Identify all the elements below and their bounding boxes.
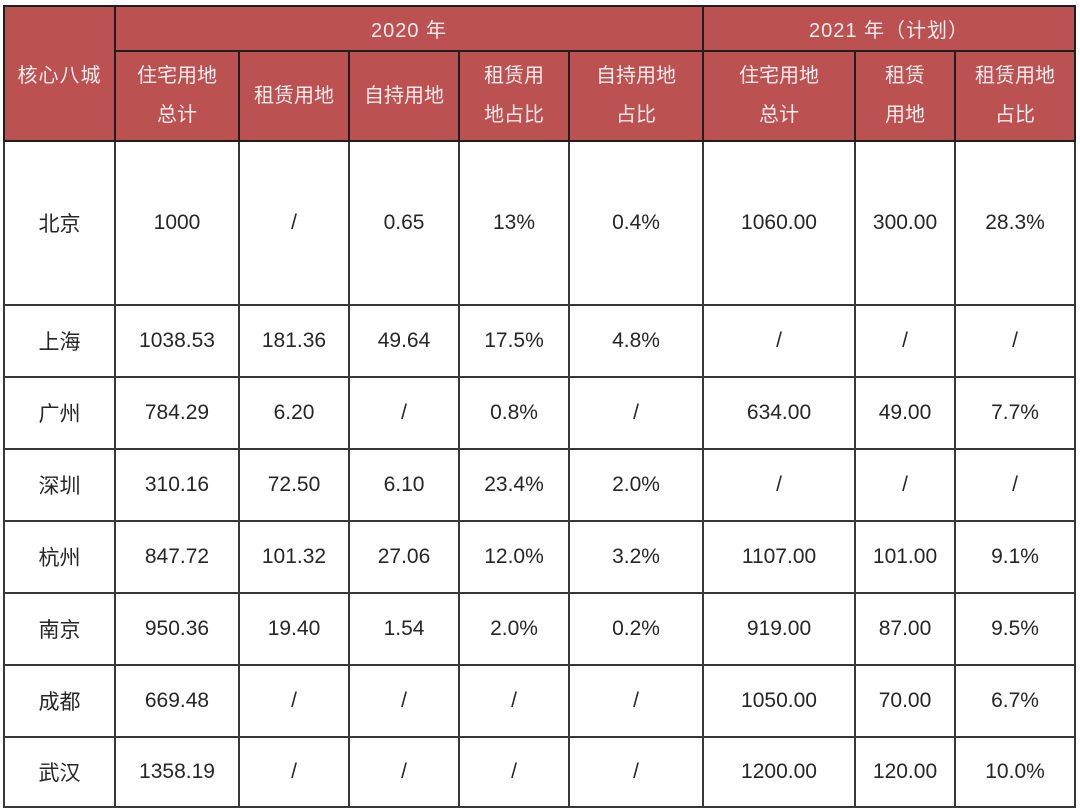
value-cell: / — [567, 736, 705, 808]
city-cell: 杭州 — [3, 520, 116, 594]
value-cell: / — [854, 448, 957, 522]
table-header: 核心八城 2020 年 2021 年（计划） 住宅用地 总计 租赁用地 自持用地… — [3, 5, 1077, 142]
value-cell: 2.0% — [458, 592, 570, 666]
value-cell: 950.36 — [114, 592, 240, 666]
value-cell: 3.2% — [567, 520, 705, 594]
value-cell: 669.48 — [114, 664, 240, 738]
value-cell: 120.00 — [854, 736, 957, 808]
group-header-2021-plan: 2021 年（计划） — [702, 5, 1077, 52]
value-cell: 1038.53 — [114, 304, 240, 378]
value-cell: 9.5% — [954, 592, 1077, 666]
city-cell: 成都 — [3, 664, 116, 738]
value-cell: 6.10 — [348, 448, 460, 522]
table-row-wuhan: 武汉 1358.19 / / / / 1200.00 120.00 10.0% — [3, 736, 1077, 808]
value-cell: / — [458, 664, 570, 738]
value-cell: 1000 — [114, 140, 240, 306]
table-row-shenzhen: 深圳 310.16 72.50 6.10 23.4% 2.0% / / / — [3, 448, 1077, 522]
value-cell: 27.06 — [348, 520, 460, 594]
value-cell: 2.0% — [567, 448, 705, 522]
value-cell: / — [238, 140, 350, 306]
col-header-rental-land-2020: 租赁用地 — [238, 50, 350, 142]
value-cell: / — [954, 448, 1077, 522]
header-subcolumn-row: 住宅用地 总计 租赁用地 自持用地 租赁用 地占比 自持用地 占比 住宅用地 总… — [4, 50, 1077, 142]
col-header-residential-total-2020: 住宅用地 总计 — [114, 50, 240, 142]
value-cell: 300.00 — [854, 140, 957, 306]
col-header-rental-land-2021: 租赁 用地 — [854, 50, 957, 142]
land-supply-table: 核心八城 2020 年 2021 年（计划） 住宅用地 总计 租赁用地 自持用地… — [3, 5, 1077, 808]
value-cell: / — [348, 664, 460, 738]
value-cell: / — [854, 304, 957, 378]
city-cell: 武汉 — [3, 736, 116, 808]
value-cell: 28.3% — [954, 140, 1077, 306]
value-cell: / — [702, 448, 857, 522]
value-cell: 13% — [458, 140, 570, 306]
table-row-shanghai: 上海 1038.53 181.36 49.64 17.5% 4.8% / / / — [3, 304, 1077, 378]
value-cell: 1.54 — [348, 592, 460, 666]
value-cell: / — [567, 664, 705, 738]
value-cell: 87.00 — [854, 592, 957, 666]
value-cell: 19.40 — [238, 592, 350, 666]
value-cell: 0.65 — [348, 140, 460, 306]
table-row-chengdu: 成都 669.48 / / / / 1050.00 70.00 6.7% — [3, 664, 1077, 738]
group-header-2020: 2020 年 — [113, 5, 705, 52]
value-cell: 6.20 — [238, 376, 350, 450]
value-cell: / — [567, 376, 705, 450]
value-cell: / — [238, 736, 350, 808]
value-cell: 310.16 — [114, 448, 240, 522]
corner-header-cell: 核心八城 — [3, 5, 116, 142]
value-cell: 10.0% — [954, 736, 1077, 808]
city-cell: 南京 — [3, 592, 116, 666]
value-cell: / — [348, 736, 460, 808]
city-cell: 广州 — [3, 376, 116, 450]
value-cell: 1358.19 — [114, 736, 240, 808]
col-header-rental-share-2021: 租赁用地 占比 — [954, 50, 1077, 142]
table-body: 北京 1000 / 0.65 13% 0.4% 1060.00 300.00 2… — [3, 140, 1077, 808]
value-cell: 1200.00 — [702, 736, 857, 808]
value-cell: 101.00 — [854, 520, 957, 594]
value-cell: 634.00 — [702, 376, 857, 450]
value-cell: 17.5% — [458, 304, 570, 378]
value-cell: 49.64 — [348, 304, 460, 378]
city-cell: 北京 — [3, 140, 116, 306]
value-cell: / — [954, 304, 1077, 378]
value-cell: / — [458, 736, 570, 808]
value-cell: 0.8% — [458, 376, 570, 450]
value-cell: 181.36 — [238, 304, 350, 378]
value-cell: 1050.00 — [702, 664, 857, 738]
header-group-row: 核心八城 2020 年 2021 年（计划） — [3, 5, 1077, 142]
value-cell: 784.29 — [114, 376, 240, 450]
table-row-nanjing: 南京 950.36 19.40 1.54 2.0% 0.2% 919.00 87… — [3, 592, 1077, 666]
value-cell: 919.00 — [702, 592, 857, 666]
value-cell: 0.2% — [567, 592, 705, 666]
col-header-rental-share-2020: 租赁用 地占比 — [458, 50, 570, 142]
value-cell: / — [348, 376, 460, 450]
value-cell: 70.00 — [854, 664, 957, 738]
value-cell: 12.0% — [458, 520, 570, 594]
value-cell: 847.72 — [114, 520, 240, 594]
value-cell: 6.7% — [954, 664, 1077, 738]
value-cell: 23.4% — [458, 448, 570, 522]
value-cell: 7.7% — [954, 376, 1077, 450]
value-cell: 1107.00 — [702, 520, 857, 594]
table-row-hangzhou: 杭州 847.72 101.32 27.06 12.0% 3.2% 1107.0… — [3, 520, 1077, 594]
value-cell: 72.50 — [238, 448, 350, 522]
col-header-residential-total-2021: 住宅用地 总计 — [702, 50, 857, 142]
value-cell: 9.1% — [954, 520, 1077, 594]
value-cell: 4.8% — [567, 304, 705, 378]
col-header-selfheld-share-2020: 自持用地 占比 — [567, 50, 705, 142]
value-cell: 101.32 — [238, 520, 350, 594]
value-cell: 1060.00 — [702, 140, 857, 306]
city-cell: 深圳 — [3, 448, 116, 522]
table-row-beijing: 北京 1000 / 0.65 13% 0.4% 1060.00 300.00 2… — [3, 140, 1077, 306]
table-row-guangzhou: 广州 784.29 6.20 / 0.8% / 634.00 49.00 7.7… — [3, 376, 1077, 450]
value-cell: / — [238, 664, 350, 738]
value-cell: / — [702, 304, 857, 378]
value-cell: 49.00 — [854, 376, 957, 450]
col-header-selfheld-land-2020: 自持用地 — [348, 50, 460, 142]
city-cell: 上海 — [3, 304, 116, 378]
value-cell: 0.4% — [567, 140, 705, 306]
